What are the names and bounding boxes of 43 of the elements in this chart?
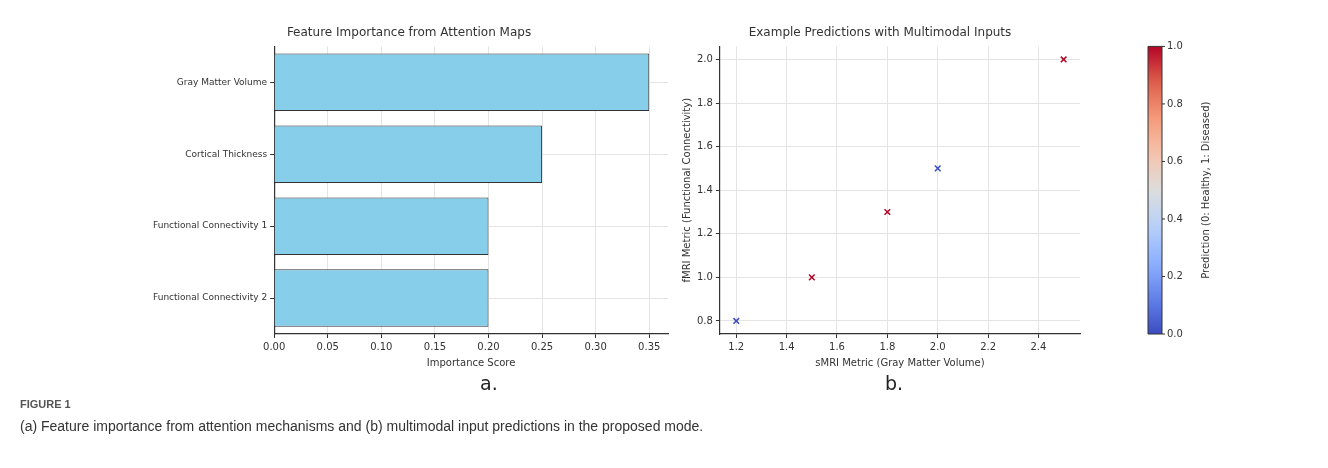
y-tick-label: 1.0 — [697, 270, 713, 282]
x-tick-label: 0.20 — [477, 340, 500, 352]
x-tick-label: 0.25 — [530, 340, 554, 352]
x-tick-label: 1.6 — [829, 340, 845, 352]
x-axis-title: Importance Score — [426, 356, 516, 368]
x-tick-label: 0.35 — [638, 340, 661, 352]
color-bar-label: 0.2 — [1167, 270, 1183, 282]
y-tick-label: 2.0 — [697, 53, 713, 65]
x-tick-label: 2.4 — [1030, 340, 1047, 352]
color-bar-label: 0.8 — [1167, 97, 1183, 109]
y-tick-label: 1.6 — [697, 140, 713, 152]
color-bar-label: 1.0 — [1167, 39, 1183, 51]
chart-title: Example Predictions with Multimodal Inputs — [748, 25, 1012, 40]
x-tick-label: 0.00 — [263, 340, 286, 352]
text: a. — [480, 372, 498, 394]
y-axis-title: fMRI Metric (Functional Connectivity) — [680, 97, 692, 283]
y-tick-label: Cortical Thickness — [185, 148, 268, 159]
color-bar-label: 0.6 — [1167, 155, 1183, 167]
x-tick-label: 0.30 — [584, 340, 607, 352]
x-tick-label: 1.2 — [728, 340, 745, 352]
color-bar-title: Prediction (0: Healthy, 1: Diseased) — [1199, 101, 1211, 279]
x-tick-label: 1.8 — [879, 340, 896, 352]
y-tick-label: 1.4 — [697, 183, 713, 195]
color-bar-label: 0.4 — [1167, 212, 1183, 224]
y-tick-label: Functional Connectivity 2 — [153, 292, 268, 303]
y-tick-label: 1.2 — [697, 227, 713, 239]
y-tick-label: Gray Matter Volume — [176, 76, 268, 87]
text: b. — [885, 372, 904, 394]
x-tick-label: 0.10 — [370, 340, 393, 352]
x-tick-label: 0.05 — [316, 340, 339, 352]
text: (a) Feature importance from attention mechanisms and (b) multimodal input predictions in the proposed mode. — [20, 418, 705, 434]
x-tick-label: 2.0 — [929, 340, 946, 352]
y-tick-label: 0.8 — [697, 314, 713, 326]
chart-title: Feature Importance from Attention Maps — [286, 25, 532, 40]
y-tick-label: Functional Connectivity 1 — [153, 220, 268, 231]
point — [883, 208, 891, 216]
x-axis-title: sMRI Metric (Gray Matter Volume) — [815, 356, 985, 368]
x-tick-label: 1.4 — [778, 340, 795, 352]
color-bar-label: 0.0 — [1167, 327, 1183, 339]
x-tick-label: 2.2 — [980, 340, 997, 352]
caption: FIGURE 1 — [20, 398, 72, 410]
x-tick-label: 0.15 — [423, 340, 447, 352]
y-tick-label: 1.8 — [697, 96, 713, 108]
